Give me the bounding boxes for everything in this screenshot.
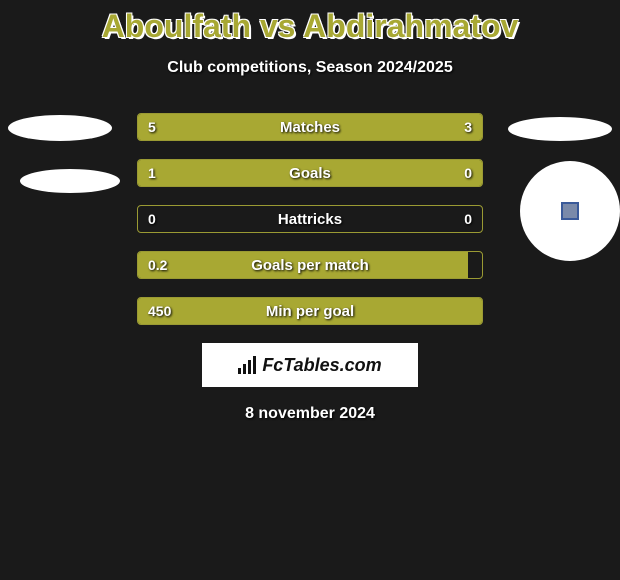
logo-bars-icon [238, 356, 256, 374]
date-text: 8 november 2024 [0, 405, 620, 423]
page-title: Aboulfath vs Abdirahmatov [0, 0, 620, 45]
stat-row: 0.2Goals per match [137, 251, 483, 279]
bar-right-fill [344, 114, 482, 140]
bar-left-fill [138, 114, 344, 140]
player-right-avatar-shape-1 [508, 117, 612, 141]
stat-value-left: 0 [148, 206, 156, 232]
comparison-content: 5Matches3 1Goals0 0Hattricks0 0.2Goals per … [0, 113, 620, 423]
placeholder-icon [561, 202, 579, 220]
bar-left-fill [138, 298, 482, 324]
bar-left-fill [138, 252, 468, 278]
stat-row: 1Goals0 [137, 159, 483, 187]
subtitle: Club competitions, Season 2024/2025 [0, 59, 620, 77]
stat-bars: 5Matches3 1Goals0 0Hattricks0 0.2Goals per … [137, 113, 483, 325]
player-right-avatar-circle [520, 161, 620, 261]
player-left-avatar-shape-1 [8, 115, 112, 141]
logo-text: FcTables.com [262, 355, 381, 376]
stat-row: 450Min per goal [137, 297, 483, 325]
player-left-avatar-shape-2 [20, 169, 120, 193]
stat-label: Hattricks [138, 206, 482, 232]
logo-box: FcTables.com [202, 343, 418, 387]
logo: FcTables.com [238, 355, 381, 376]
stat-row: 5Matches3 [137, 113, 483, 141]
bar-right-fill [399, 160, 482, 186]
stat-value-right: 0 [464, 206, 472, 232]
bar-left-fill [138, 160, 399, 186]
stat-row: 0Hattricks0 [137, 205, 483, 233]
